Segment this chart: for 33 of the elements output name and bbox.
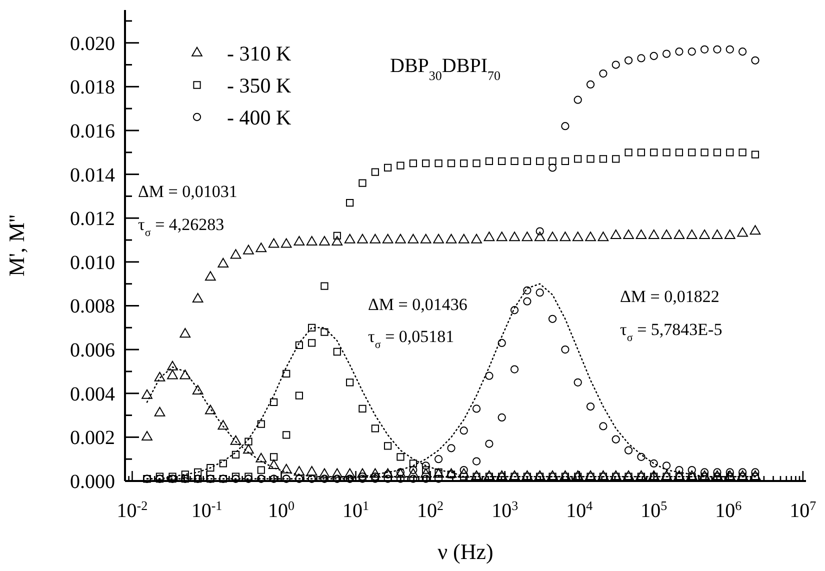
x-tick-label: 10$^{-2}$ [116, 498, 148, 522]
y-tick-label: 0.020 [70, 32, 115, 55]
y-tick-label: 0.018 [70, 76, 115, 99]
y-tick-label: 0.010 [70, 252, 115, 274]
y-tick-label: 0.008 [70, 296, 115, 318]
y-tick-label: 0.000 [70, 471, 115, 493]
y-tick-label: 0.016 [70, 120, 115, 142]
y-tick-label: 0.014 [70, 164, 115, 186]
text: DBP$_{30}$DBPI$_{70}$ [390, 55, 500, 82]
x-tick-label: 10$^{6}$ [715, 498, 742, 522]
y-tick-label: 0.012 [70, 208, 115, 230]
x-tick-label: 10$^{7}$ [790, 498, 817, 522]
legend-label: - 310 K [227, 41, 292, 66]
annotation: τ$_{σ}$ = 0,05181 [368, 327, 454, 351]
annotation: ΔM = 0,01822 [620, 287, 720, 306]
annotation: τ$_{σ}$ = 4,26283 [138, 215, 224, 239]
annotation: ΔM = 0,01031 [138, 182, 238, 201]
x-tick-label: 10$^{-1}$ [191, 498, 222, 522]
x-tick-label: 10$^{0}$ [268, 498, 295, 522]
x-tick-label: 10$^{4}$ [566, 498, 594, 522]
y-tick-label: 0.006 [70, 340, 115, 362]
x-tick-label: 10$^{3}$ [492, 498, 518, 522]
x-tick-label: 10$^{1}$ [342, 498, 370, 522]
x-tick-label: 10$^{5}$ [640, 498, 668, 522]
y-tick-label: 0.004 [70, 383, 115, 406]
legend-label: - 400 K [227, 105, 292, 130]
x-axis-title: ν (Hz) [438, 539, 494, 564]
x-tick-label: 10$^{2}$ [417, 498, 444, 522]
y-axis-title: M', M'' [4, 214, 29, 277]
annotation: ΔM = 0,01436 [368, 295, 468, 314]
legend-label: - 350 K [227, 73, 292, 98]
annotation: τ$_{σ}$ = 5,7843E-5 [620, 320, 722, 344]
y-tick-label: 0.002 [70, 427, 115, 450]
